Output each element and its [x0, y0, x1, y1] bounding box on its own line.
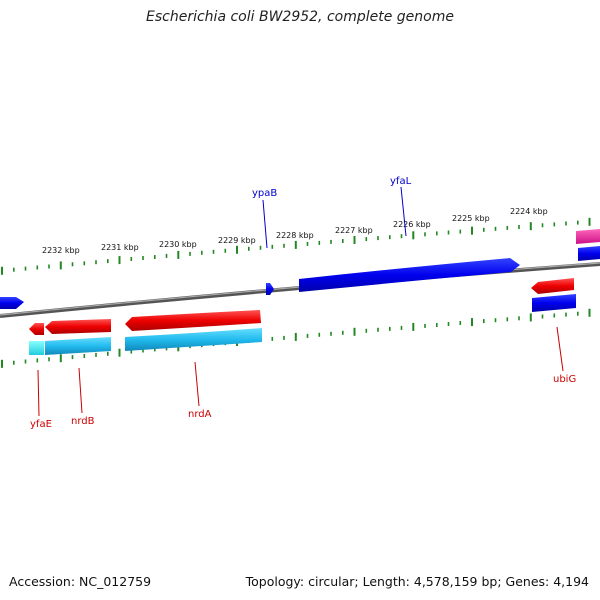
yfaE-gene[interactable]: [29, 341, 44, 355]
gene-label-nrdA[interactable]: nrdA: [188, 409, 212, 420]
scale-label: 2224 kbp: [510, 207, 548, 216]
gene-label-yfaE[interactable]: yfaE: [30, 419, 52, 430]
scale-label: 2225 kbp: [452, 214, 490, 223]
gene-label-nrdB[interactable]: nrdB: [71, 416, 95, 427]
gene-label-ypaB[interactable]: ypaB: [252, 188, 277, 199]
label-leaders: [37, 186, 564, 417]
forward-strand: [0, 229, 600, 309]
ubiG-gene[interactable]: [532, 294, 576, 312]
gene-label-ubiG[interactable]: ubiG: [553, 374, 576, 385]
forward-cds[interactable]: [0, 297, 24, 309]
nrdB-gene[interactable]: [45, 337, 111, 355]
nrdA-gene[interactable]: [125, 328, 262, 351]
yfaE-cds[interactable]: [29, 323, 44, 335]
outer-scale-ticks: [1, 217, 591, 275]
scale-label: 2232 kbp: [42, 246, 80, 255]
scale-label: 2226 kbp: [393, 220, 431, 229]
accession-text: Accession: NC_012759: [9, 574, 152, 589]
scale-label: 2230 kbp: [159, 240, 197, 249]
scale-label: 2231 kbp: [101, 243, 139, 252]
map-title: Escherichia coli BW2952, complete genome: [146, 9, 454, 25]
gene-label-yfaL[interactable]: yfaL: [390, 176, 412, 187]
nrdB-cds[interactable]: [45, 319, 111, 334]
forward-cds[interactable]: [578, 246, 600, 261]
genome-summary-text: Topology: circular; Length: 4,578,159 bp…: [245, 574, 589, 589]
nrdA-cds[interactable]: [125, 310, 261, 331]
yfaL-cds[interactable]: [299, 258, 520, 292]
ubiG-cds[interactable]: [531, 278, 574, 294]
rna-feature[interactable]: [576, 229, 600, 244]
scale-label: 2229 kbp: [218, 236, 256, 245]
reverse-strand: [29, 278, 576, 355]
scale-label: 2227 kbp: [335, 226, 373, 235]
scale-label: 2228 kbp: [276, 231, 314, 240]
ypaB-cds[interactable]: [266, 283, 274, 295]
